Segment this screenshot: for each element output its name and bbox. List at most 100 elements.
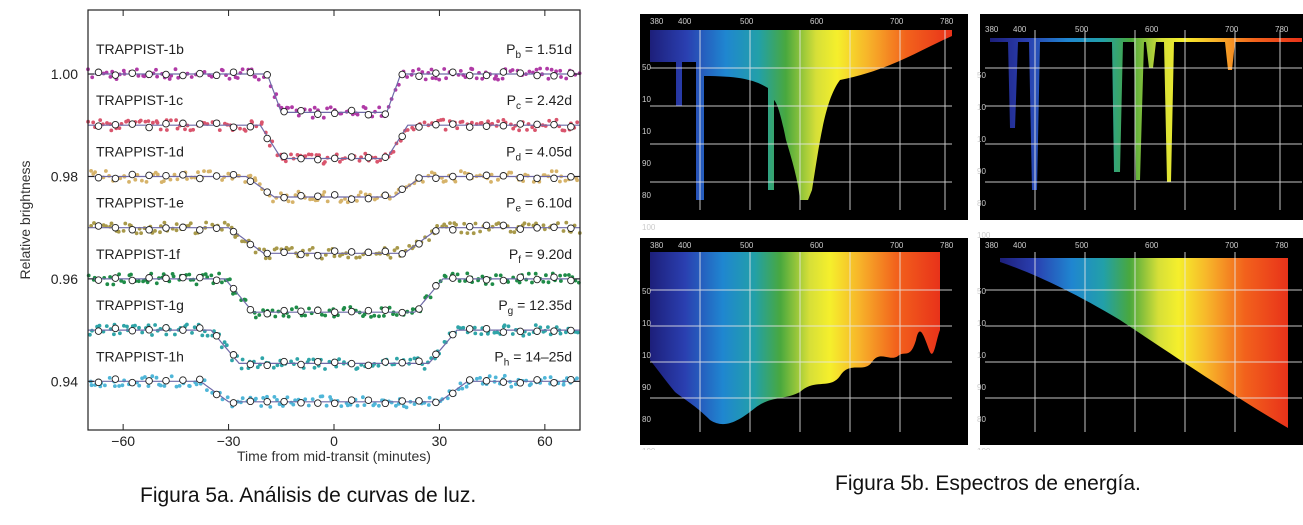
energy-spectra-figure: 380 400 500 600 700 780 50 10 10 90 80 100 380 400 5…: [640, 14, 1303, 450]
data-point: [460, 386, 465, 391]
binned-point: [212, 390, 221, 399]
data-point: [554, 169, 559, 174]
binned-point: [533, 120, 541, 129]
binned-point: [145, 123, 153, 132]
binned-point: [128, 69, 137, 77]
binned-point: [212, 332, 221, 340]
y-tick-label: 1.00: [51, 66, 78, 82]
data-point: [312, 365, 317, 370]
binned-point: [449, 330, 457, 339]
wavelength-label: 700: [890, 17, 904, 26]
data-point: [227, 76, 232, 81]
intensity-label: 80: [977, 199, 986, 208]
data-point: [422, 367, 427, 371]
data-point: [295, 357, 300, 361]
data-point: [135, 173, 140, 177]
data-point: [465, 271, 470, 276]
binned-point: [179, 273, 187, 282]
data-point: [492, 330, 497, 335]
data-point: [489, 172, 494, 177]
data-point: [496, 221, 501, 226]
binned-point: [398, 308, 406, 317]
data-point: [328, 105, 333, 110]
binned-point: [347, 195, 356, 203]
binned-point: [111, 174, 120, 183]
data-point: [230, 358, 234, 363]
data-point: [125, 324, 129, 329]
binned-point: [381, 399, 390, 408]
data-point: [362, 403, 367, 407]
data-point: [426, 403, 431, 407]
data-point: [472, 325, 477, 330]
binned-point: [432, 282, 440, 290]
data-point: [290, 246, 294, 250]
binned-point: [162, 274, 170, 283]
data-point: [377, 105, 382, 110]
data-point: [259, 404, 264, 408]
data-point: [396, 82, 401, 87]
binned-point: [516, 327, 525, 336]
series-label: TRAPPIST-1d: [96, 143, 184, 159]
x-axis-label: Time from mid-transit (minutes): [237, 448, 431, 464]
binned-point: [550, 72, 558, 80]
light-curve-trappist-1f: TRAPPIST-1f Pf = 9.20d: [86, 246, 581, 320]
data-point: [136, 279, 141, 284]
data-point: [517, 280, 522, 285]
binned-point: [196, 174, 204, 183]
data-point: [303, 313, 307, 318]
figure-5b-caption: Figura 5b. Espectros de energía.: [835, 472, 1141, 495]
data-point: [441, 117, 446, 122]
data-point: [104, 224, 108, 229]
data-point: [369, 315, 373, 319]
data-point: [496, 119, 500, 124]
data-point: [204, 220, 209, 225]
data-point: [185, 177, 189, 181]
period-label: Pe = 6.10d: [506, 195, 572, 215]
data-point: [443, 127, 448, 132]
data-point: [146, 119, 151, 123]
data-point: [158, 383, 163, 388]
data-point: [164, 332, 169, 337]
data-point: [357, 255, 362, 260]
data-point: [138, 118, 143, 123]
data-point: [93, 170, 97, 175]
binned-point: [516, 173, 525, 182]
data-point: [323, 253, 328, 257]
data-point: [158, 230, 162, 235]
intensity-label: 10: [977, 319, 986, 328]
data-point: [395, 356, 399, 361]
data-point: [517, 128, 521, 133]
data-point: [159, 224, 163, 229]
data-point: [225, 395, 230, 400]
data-point: [105, 282, 110, 287]
binned-point: [162, 70, 170, 79]
data-point: [549, 169, 554, 174]
data-point: [561, 229, 566, 233]
data-point: [502, 373, 507, 378]
binned-point: [212, 119, 221, 127]
data-point: [238, 126, 242, 131]
intensity-label: 100: [977, 447, 991, 450]
light-curve-trappist-1b: TRAPPIST-1b Pb = 1.51d: [86, 41, 582, 120]
wavelength-label: 380: [650, 241, 664, 250]
y-axis-label: Relative brightness: [17, 160, 33, 279]
data-point: [289, 359, 293, 364]
binned-point: [196, 324, 204, 332]
data-point: [98, 118, 103, 122]
data-point: [530, 280, 534, 285]
data-point: [563, 178, 568, 183]
data-point: [187, 384, 192, 388]
binned-point: [196, 375, 204, 384]
binned-point: [415, 397, 423, 405]
wavelength-label: 700: [1225, 241, 1239, 250]
data-point: [276, 309, 281, 314]
data-point: [303, 397, 308, 402]
data-point: [453, 179, 458, 184]
binned-point: [516, 69, 525, 77]
data-point: [567, 273, 571, 277]
binned-point: [263, 249, 271, 258]
data-point: [354, 255, 359, 260]
data-point: [405, 75, 409, 79]
data-point: [290, 307, 294, 312]
data-point: [494, 124, 499, 128]
